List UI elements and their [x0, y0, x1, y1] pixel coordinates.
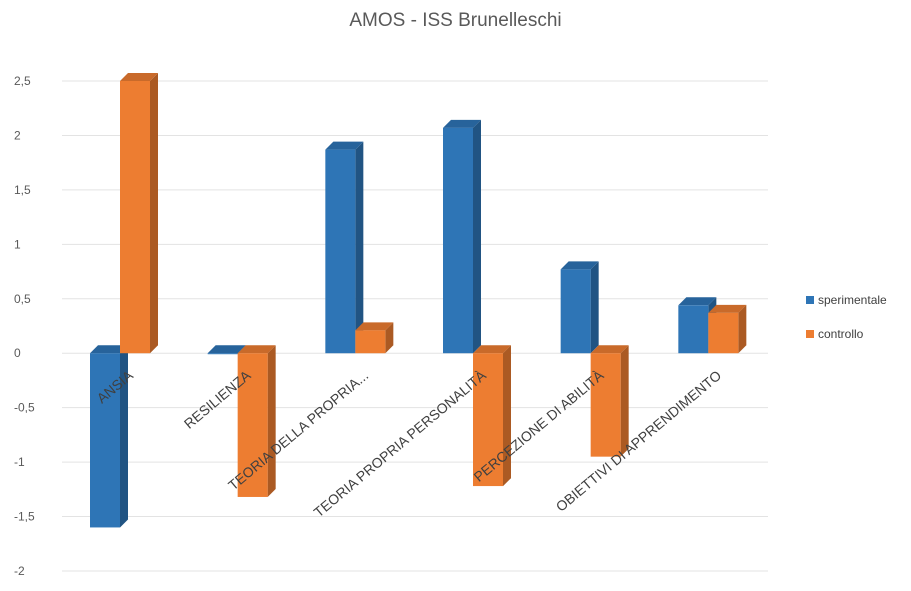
- legend-swatch-controllo: [806, 330, 814, 338]
- bar-controllo-2: [355, 322, 394, 354]
- bar-sperimentale-4: [560, 261, 599, 354]
- y-tick-label: 2,5: [14, 74, 31, 88]
- y-tick-label: 0,5: [14, 292, 31, 306]
- legend-item-sperimentale: sperimentale: [806, 292, 887, 308]
- bar-sperimentale-2: [325, 141, 364, 354]
- bar-controllo-4: [590, 345, 629, 457]
- bar-controllo-3: [473, 345, 511, 487]
- legend-swatch-sperimentale: [806, 296, 814, 304]
- y-tick-label: 1,5: [14, 183, 31, 197]
- y-axis-ticks: 2,5 2 1,5 1 0,5 0 -0,5 -1 -1,5 -2: [14, 74, 35, 578]
- bar-controllo-5: [708, 304, 747, 354]
- bar-controllo-0: [120, 73, 158, 354]
- y-tick-label: 1: [14, 237, 21, 251]
- chart-title: AMOS - ISS Brunelleschi: [349, 10, 562, 31]
- y-tick-label: -1: [14, 455, 25, 469]
- y-tick-label: -0,5: [14, 401, 35, 415]
- y-tick-label: 2: [14, 128, 21, 142]
- y-tick-label: -1,5: [14, 510, 35, 524]
- bar-controllo-1: [237, 345, 276, 497]
- legend-label-sperimentale: sperimentale: [818, 293, 887, 307]
- legend: sperimentale controllo: [806, 292, 887, 360]
- y-tick-label: -2: [14, 564, 25, 578]
- legend-label-controllo: controllo: [818, 327, 864, 341]
- gridlines: [62, 80, 768, 572]
- y-tick-label: 0: [14, 346, 21, 360]
- bars: [90, 73, 747, 528]
- bar-sperimentale-0: [90, 345, 128, 528]
- bar-sperimentale-3: [443, 119, 481, 354]
- legend-item-controllo: controllo: [806, 326, 887, 342]
